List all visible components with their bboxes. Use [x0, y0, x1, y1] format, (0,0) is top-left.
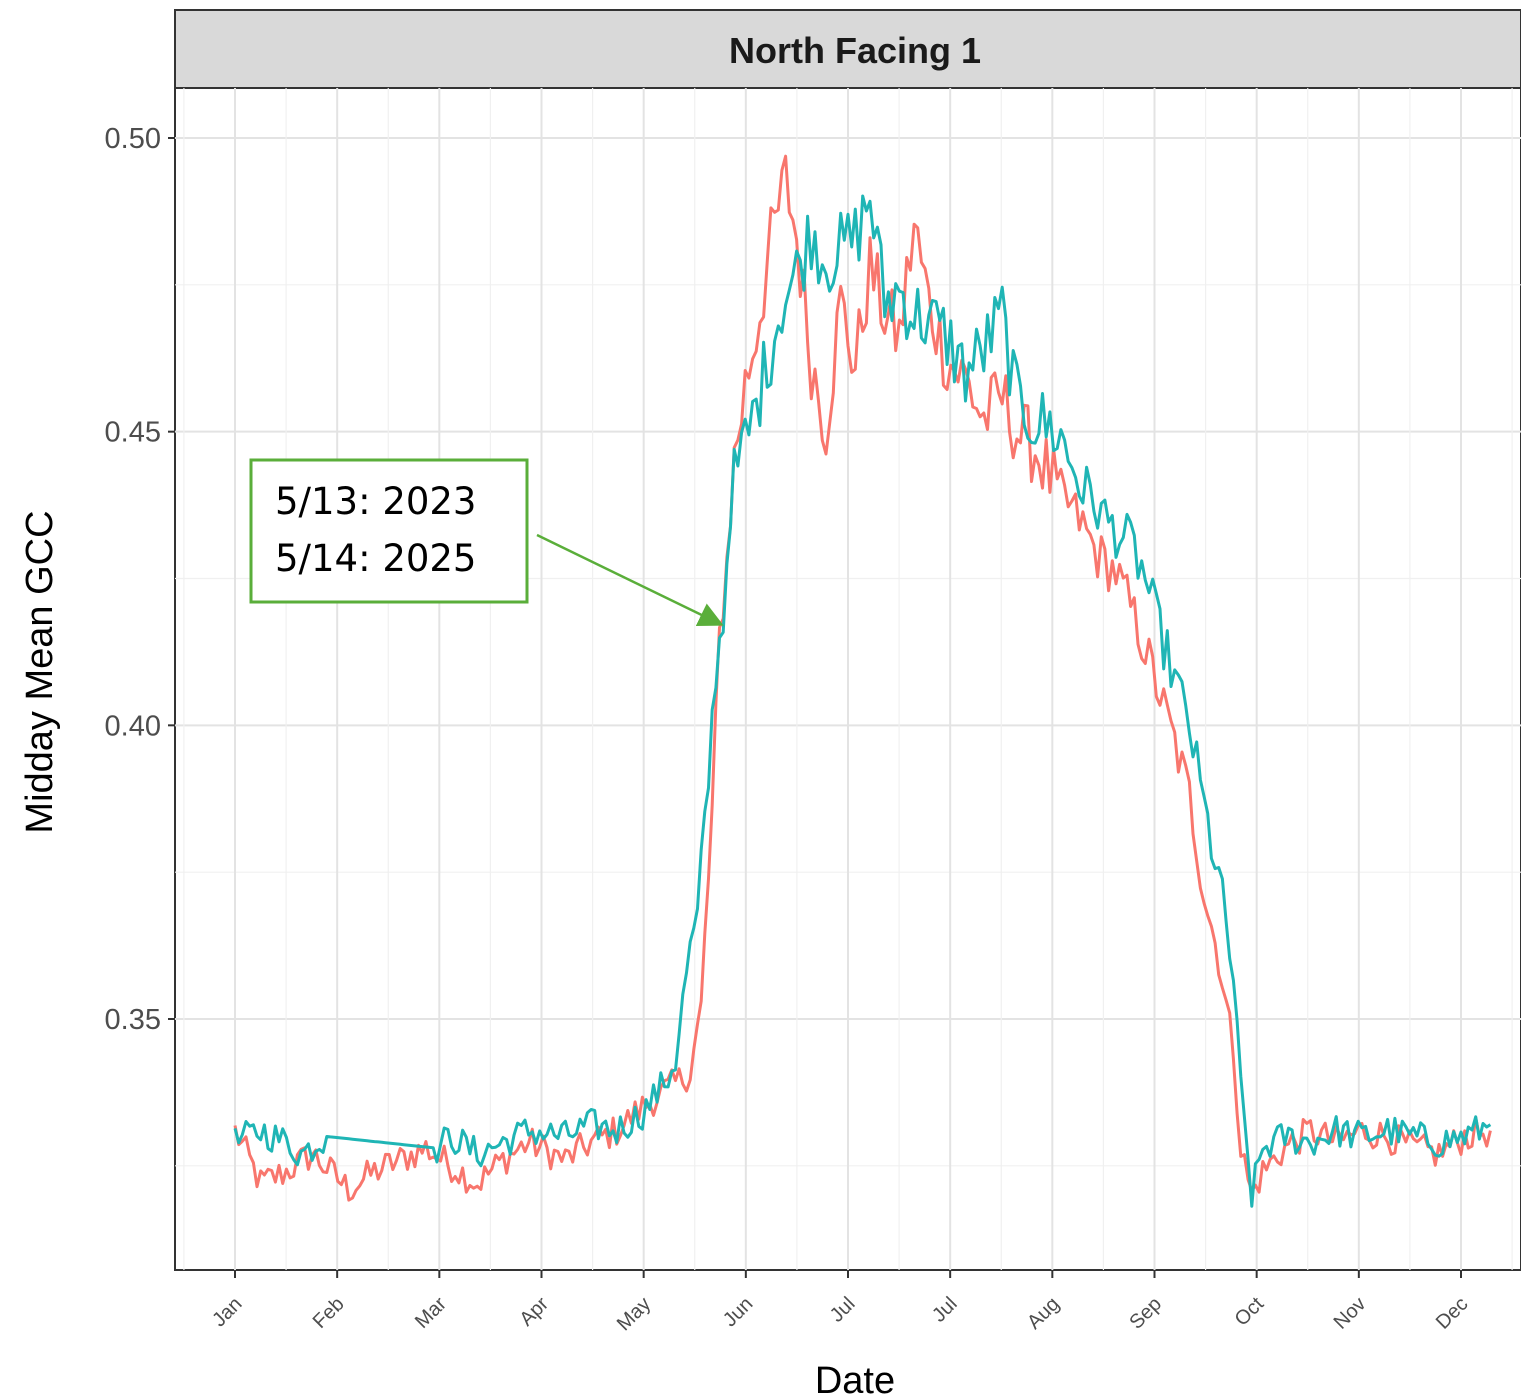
- x-tick-label: May: [613, 1293, 655, 1335]
- x-tick-label: Mar: [411, 1293, 451, 1333]
- series-line-red: [233, 154, 1492, 1202]
- x-tick-label: Sep: [1125, 1293, 1166, 1334]
- annotation: 5/13: 2023 5/14: 2025: [249, 458, 724, 627]
- x-tick-label: Jan: [208, 1293, 246, 1331]
- grid: [175, 88, 1521, 1270]
- x-tick-label: Jul: [928, 1293, 962, 1327]
- x-tick-label: Dec: [1432, 1293, 1473, 1334]
- x-tick-label: Oct: [1231, 1293, 1269, 1331]
- y-tick-label: 0.45: [105, 417, 161, 449]
- x-tick-label: Jul: [826, 1293, 860, 1327]
- annotation-line-2: 5/14: 2025: [275, 537, 476, 580]
- facet-strip: [174, 9, 1521, 89]
- x-axis-title: Date: [815, 1360, 895, 1400]
- x-tick-label: Feb: [309, 1293, 349, 1333]
- x-tick-label: Apr: [515, 1293, 553, 1331]
- series-lines: [233, 154, 1492, 1208]
- annotation-box: [249, 458, 529, 604]
- y-tick-label: 0.40: [105, 710, 161, 742]
- x-tick-label: Aug: [1023, 1293, 1064, 1334]
- x-tick-label: Jun: [719, 1293, 757, 1331]
- y-tick-label: 0.35: [105, 1004, 161, 1036]
- series-line-teal: [233, 194, 1492, 1208]
- chart-title: North Facing 1: [729, 30, 981, 71]
- y-axis-title: Midday Mean GCC: [19, 510, 61, 833]
- annotation-line-1: 5/13: 2023: [275, 480, 476, 523]
- annotation-arrow: [536, 533, 724, 627]
- x-axis: Jan Feb Mar Apr May Jun Jul Jul Aug Sep Oct Nov Dec: [208, 1270, 1473, 1335]
- y-tick-label: 0.50: [105, 123, 161, 155]
- y-axis: 0.35 0.40 0.45 0.50: [105, 123, 175, 1036]
- x-tick-label: Nov: [1330, 1293, 1371, 1334]
